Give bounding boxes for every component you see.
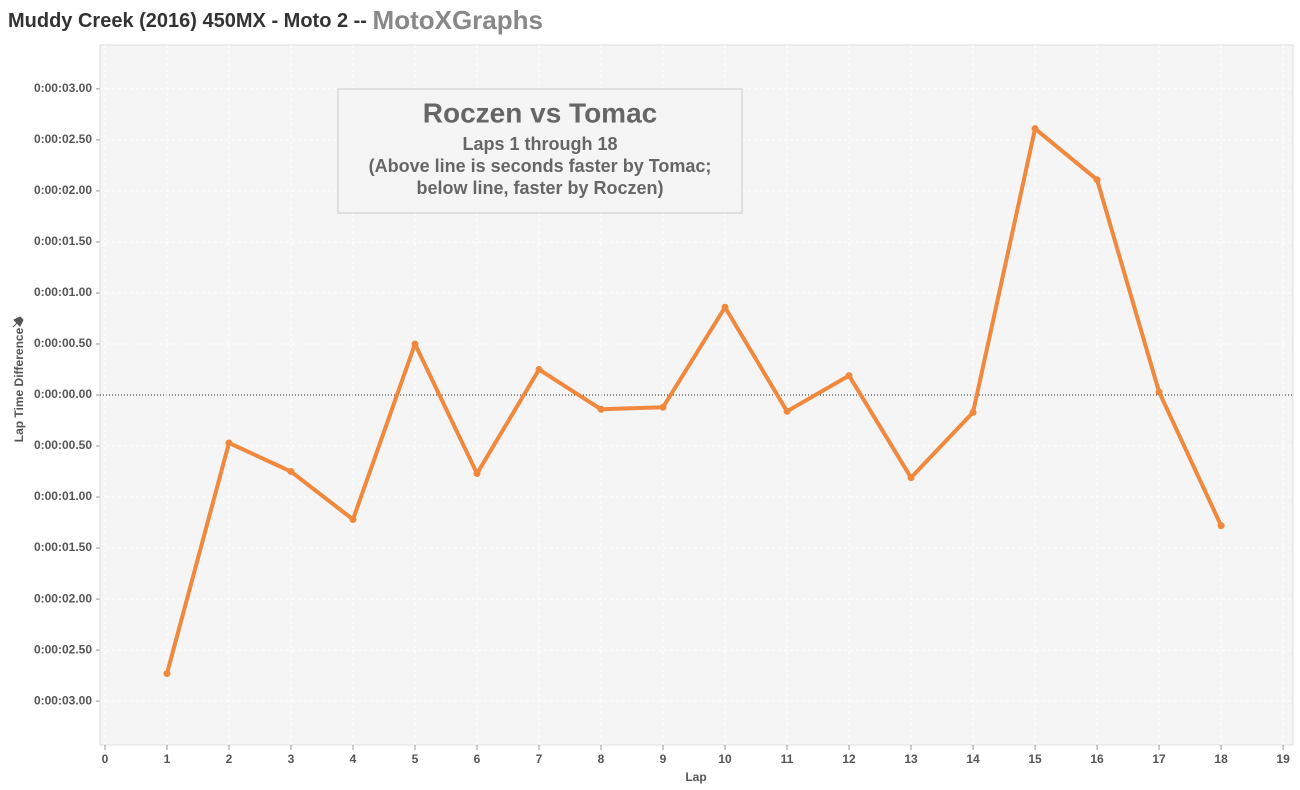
point xyxy=(287,468,295,476)
y-tick-label: 0:00:02.50 xyxy=(34,132,92,146)
point xyxy=(845,372,853,380)
point xyxy=(473,470,481,478)
y-tick-label: 0:00:01.50 xyxy=(34,540,92,554)
x-tick-label: 4 xyxy=(350,752,357,766)
y-tick-label: 0:00:02.50 xyxy=(34,642,92,656)
y-tick-label: 0:00:03.00 xyxy=(34,693,92,707)
x-tick-label: 7 xyxy=(536,752,543,766)
point xyxy=(597,405,605,413)
x-axis-label: Lap xyxy=(685,770,706,784)
annotation-line: (Above line is seconds faster by Tomac; xyxy=(369,156,712,176)
x-tick-label: 1 xyxy=(164,752,171,766)
y-tick-label: 0:00:00.50 xyxy=(34,438,92,452)
x-tick-label: 18 xyxy=(1214,752,1228,766)
annotation-title: Roczen vs Tomac xyxy=(423,97,657,128)
point xyxy=(969,408,977,416)
x-tick-label: 10 xyxy=(718,752,732,766)
y-axis-label: Lap Time Difference xyxy=(12,327,26,442)
chart-title: Muddy Creek (2016) 450MX - Moto 2 -- Mot… xyxy=(8,5,543,35)
x-tick-label: 14 xyxy=(966,752,980,766)
point xyxy=(411,340,419,348)
x-tick-label: 15 xyxy=(1028,752,1042,766)
title-text: Muddy Creek (2016) 450MX - Moto 2 -- xyxy=(8,10,367,32)
x-tick-label: 16 xyxy=(1090,752,1104,766)
pin-icon xyxy=(12,316,24,328)
point xyxy=(349,515,357,523)
line xyxy=(165,126,1223,675)
y-tick-label: 0:00:01.00 xyxy=(34,489,92,503)
point xyxy=(535,365,543,373)
point xyxy=(163,670,171,678)
point xyxy=(1031,125,1039,133)
x-tick-label: 13 xyxy=(904,752,918,766)
point xyxy=(1093,176,1101,184)
x-tick-label: 11 xyxy=(781,752,794,766)
y-tick-label: 0:00:00.00 xyxy=(34,387,92,401)
y-tick-label: 0:00:00.50 xyxy=(34,336,92,350)
x-tick-label: 5 xyxy=(412,752,419,766)
point xyxy=(783,407,791,415)
y-tick-label: 0:00:02.00 xyxy=(34,591,92,605)
x-tick-label: 0 xyxy=(102,752,109,766)
point xyxy=(1217,522,1225,530)
x-tick-label: 6 xyxy=(474,752,481,766)
x-tick-label: 17 xyxy=(1152,752,1166,766)
y-tick-label: 0:00:02.00 xyxy=(34,183,92,197)
annotation-line: below line, faster by Roczen) xyxy=(416,178,663,198)
title-brand: MotoXGraphs xyxy=(373,5,543,35)
point xyxy=(907,474,915,482)
annotation-box xyxy=(337,88,743,214)
point xyxy=(225,439,233,447)
x-tick-label: 19 xyxy=(1276,752,1290,766)
point xyxy=(721,303,729,311)
y-tick-label: 0:00:01.50 xyxy=(34,234,92,248)
x-tick-label: 9 xyxy=(660,752,667,766)
point xyxy=(659,403,667,411)
point xyxy=(1155,388,1163,396)
x-tick-label: 3 xyxy=(288,752,295,766)
annotation-line: Laps 1 through 18 xyxy=(462,134,617,154)
y-tick-label: 0:00:03.00 xyxy=(34,81,92,95)
x-tick-label: 8 xyxy=(598,752,605,766)
x-tick-label: 2 xyxy=(226,752,233,766)
y-tick-label: 0:00:01.00 xyxy=(34,285,92,299)
x-tick-label: 12 xyxy=(842,752,856,766)
